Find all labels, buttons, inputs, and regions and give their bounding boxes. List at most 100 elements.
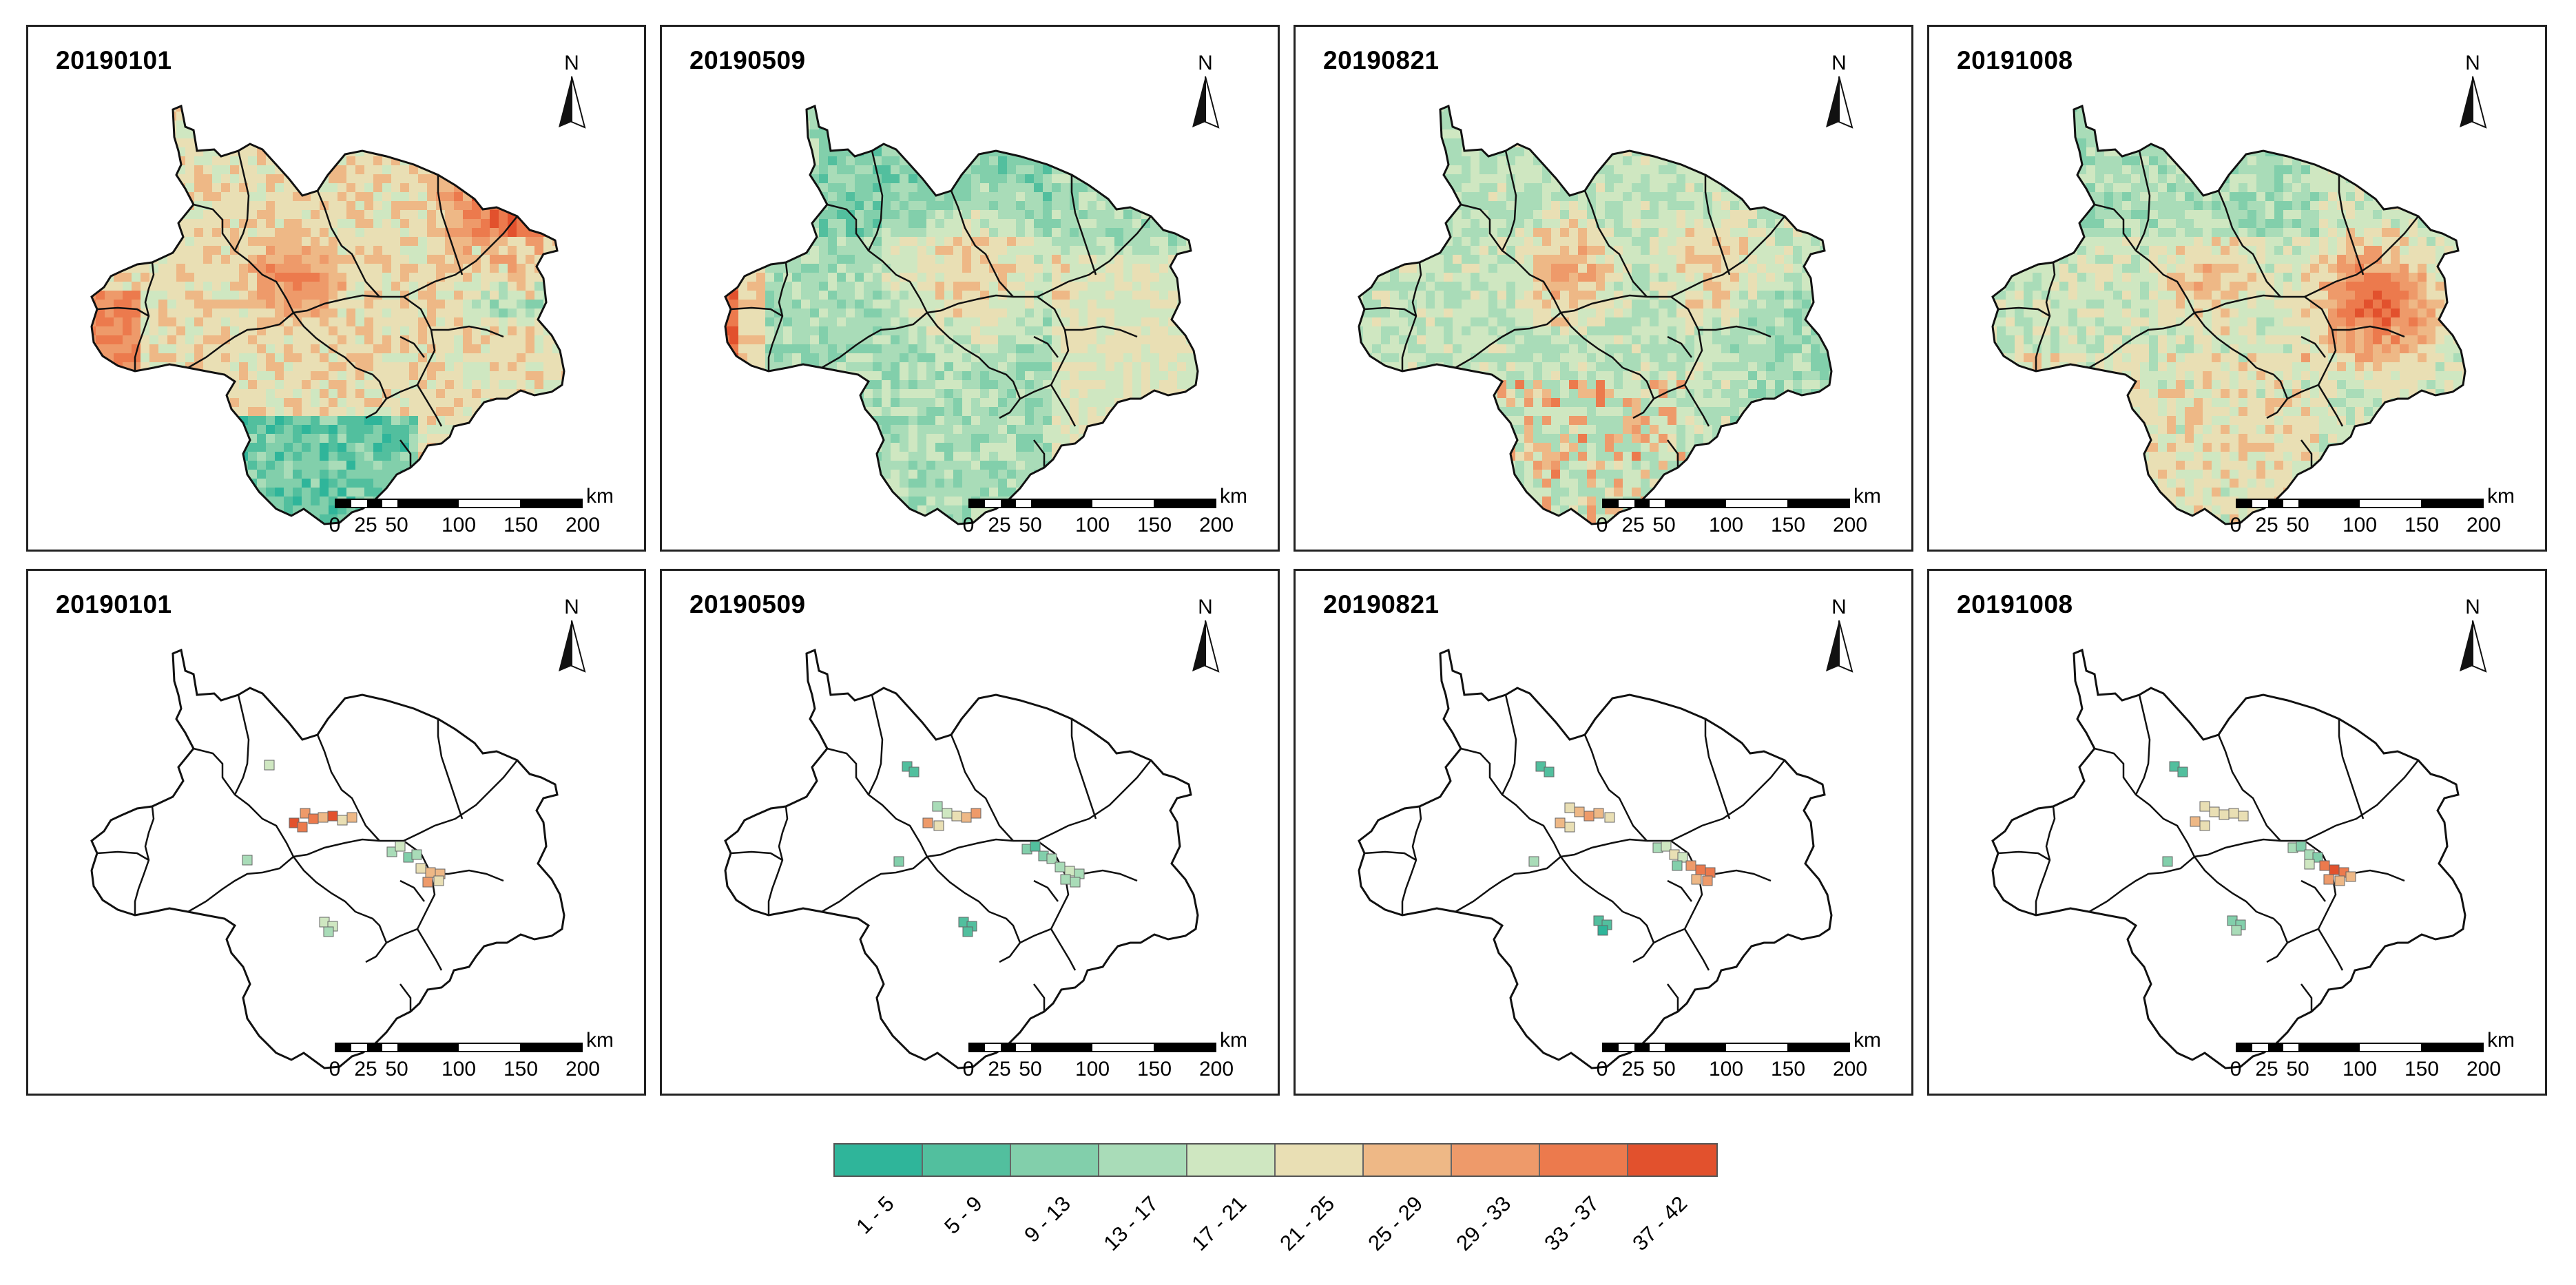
scale-bar-segment	[2267, 500, 2283, 507]
scale-bar-tick-label: 200	[1198, 1058, 1234, 1080]
station-marker	[2162, 856, 2173, 867]
district-boundary	[1704, 175, 1731, 275]
station-marker	[1702, 875, 1713, 886]
station-marker	[1070, 877, 1081, 888]
district-boundary	[926, 856, 990, 912]
north-arrow-icon: N	[1188, 597, 1223, 673]
legend-class-label: 33 - 37	[1539, 1191, 1604, 1255]
district-boundary	[193, 747, 295, 857]
district-boundary	[999, 839, 1070, 963]
scale-bar-segment	[1603, 1044, 1619, 1051]
district-boundary	[1364, 306, 1417, 317]
region-boundary	[1991, 648, 2466, 1069]
scale-bar-tick-label: 50	[1019, 1058, 1042, 1080]
panel-date-label: 20190509	[689, 46, 806, 74]
legend-swatch	[923, 1145, 1011, 1176]
scale-bar-segment	[2267, 1044, 2283, 1051]
scale-bar-segment	[1154, 500, 1215, 507]
scale-bar-segment	[459, 1044, 520, 1051]
scale-bar-tick-label: 25	[1621, 1058, 1645, 1080]
station-marker	[1661, 841, 1672, 852]
station-marker	[1574, 806, 1585, 817]
scale-bar-segment	[1092, 1044, 1154, 1051]
district-boundary	[2194, 294, 2281, 314]
district-boundary	[1560, 856, 1623, 912]
scale-bar: km 0 25 50 100 150 200	[329, 1029, 638, 1091]
district-boundary	[988, 366, 1021, 399]
station-marker	[893, 856, 904, 867]
station-marker	[411, 849, 422, 860]
district-boundary	[403, 216, 518, 298]
station-marker	[933, 820, 944, 831]
scale-bar-tick-label: 150	[1770, 514, 1806, 536]
legend-swatch	[1628, 1145, 1716, 1176]
district-boundary	[355, 366, 388, 399]
scale-bar-track	[2236, 1043, 2484, 1052]
scale-bar-segment	[1619, 1044, 1634, 1051]
station-marker	[951, 811, 962, 822]
district-boundary	[399, 879, 425, 902]
station-marker	[433, 875, 444, 886]
station-marker	[908, 766, 920, 777]
district-boundary	[1364, 850, 1417, 861]
district-boundary	[416, 384, 443, 427]
station-marker	[2345, 871, 2356, 882]
scale-bar-tick-label: 150	[1136, 1058, 1172, 1080]
panel-date-label: 20191008	[1957, 590, 2073, 618]
scale-bar-tick-label: 150	[503, 514, 539, 536]
district-boundary	[437, 719, 464, 819]
scale-bar-unit: km	[586, 485, 614, 508]
district-boundary	[431, 325, 504, 338]
north-label: N	[1831, 596, 1847, 618]
district-boundary	[2304, 760, 2419, 842]
scale-bar-tick-label: 0	[962, 1058, 975, 1080]
district-boundary	[316, 734, 380, 842]
raster-surface	[1359, 106, 1831, 524]
district-boundary	[2194, 838, 2281, 858]
scale-bar-segment	[2360, 500, 2421, 507]
station-marker	[300, 808, 311, 819]
district-boundary	[1683, 928, 1710, 971]
station-marker	[1535, 761, 1546, 772]
panel-date-label: 20190101	[56, 590, 172, 618]
district-boundary	[1460, 747, 1562, 857]
station-marker	[1564, 822, 1575, 833]
scale-bar-tick-label: 150	[503, 1058, 539, 1080]
north-arrow-shape	[2460, 76, 2487, 129]
scale-bar: km 0 25 50 100 150 200	[2230, 1029, 2539, 1091]
legend-swatch	[1099, 1145, 1187, 1176]
station-marker	[942, 808, 953, 819]
scale-bar-unit: km	[1853, 1029, 1881, 1052]
district-boundary	[999, 295, 1070, 419]
station-marker	[2177, 766, 2188, 777]
scale-bar-tick-label: 0	[1596, 514, 1608, 536]
scale-bar-tick-label: 0	[2230, 1058, 2242, 1080]
station-marker	[2304, 859, 2315, 870]
station-marker	[2199, 820, 2210, 831]
district-boundary	[416, 928, 443, 971]
scale-bar-segment	[397, 500, 459, 507]
district-boundary	[2134, 694, 2151, 795]
map-canvas	[724, 648, 1199, 1069]
scale-bar-segment	[397, 1044, 459, 1051]
district-boundary	[1033, 983, 1046, 1012]
station-marker	[961, 812, 972, 823]
district-boundary	[926, 838, 1014, 858]
district-boundary	[1667, 335, 1692, 358]
scale-bar: km 0 25 50 100 150 200	[329, 485, 638, 547]
scale-bar-segment	[2298, 1044, 2360, 1051]
scale-bar-segment	[970, 1044, 986, 1051]
district-boundary	[2300, 439, 2313, 468]
district-boundary	[1050, 384, 1077, 427]
district-boundary	[1501, 150, 1517, 251]
district-boundary	[867, 694, 884, 795]
district-boundary	[1033, 439, 1046, 468]
scale-bar-unit: km	[2487, 485, 2515, 508]
scale-bar-segment	[985, 500, 1001, 507]
panel-date-label: 20190509	[689, 590, 806, 618]
district-boundary	[1622, 366, 1655, 399]
scale-bar-track	[968, 1043, 1216, 1052]
scale-bar-segment	[1031, 500, 1092, 507]
legend-class-label: 13 - 17	[1099, 1191, 1163, 1255]
